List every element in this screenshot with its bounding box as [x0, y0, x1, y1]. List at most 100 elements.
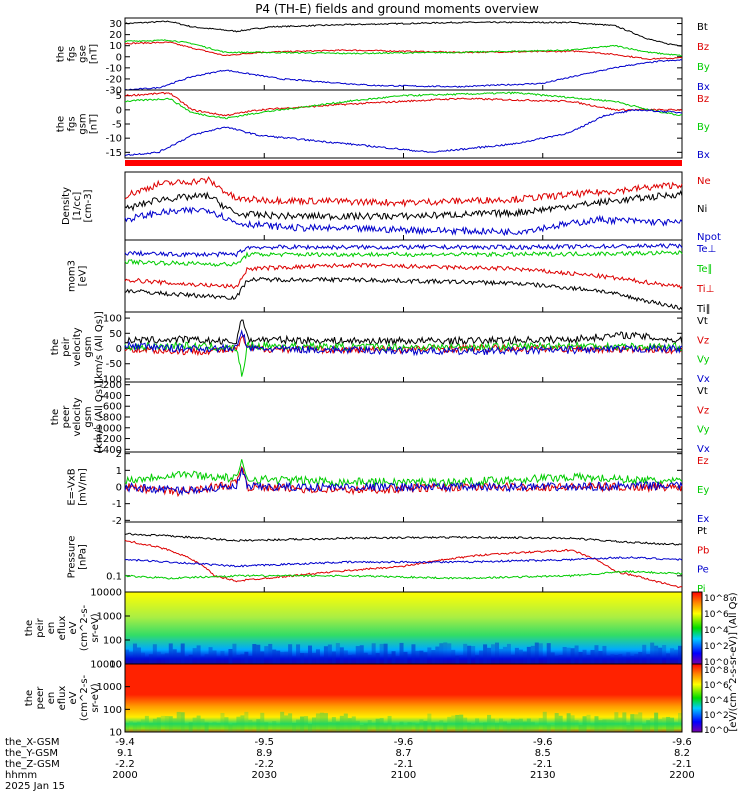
spectrogram-cell: [228, 648, 233, 664]
spectrogram-cell: [574, 720, 579, 732]
y-tick-label: 10000: [90, 660, 122, 671]
legend-entry: Ne: [697, 176, 711, 187]
x-axis-value: 9.1: [117, 748, 133, 759]
spectrogram-cell: [343, 713, 348, 732]
spectrogram-cell: [554, 655, 559, 664]
y-tick-label: -10: [106, 134, 122, 145]
spectrogram-cell: [355, 646, 360, 664]
series-line: [124, 459, 683, 488]
spectrogram-cell: [264, 722, 269, 732]
spectrogram-cell: [387, 715, 392, 732]
spectrogram-cell: [379, 643, 384, 664]
spectrogram-cell: [184, 656, 189, 664]
y-tick-label: -600: [99, 402, 122, 413]
spectrogram-cell: [304, 716, 309, 732]
spectrogram-cell: [244, 711, 249, 732]
spectrogram-cell: [455, 655, 460, 664]
spectrogram-cell: [578, 652, 583, 664]
spectrogram-cell: [288, 644, 293, 664]
legend-entry: Pi: [697, 584, 706, 595]
spectrogram-cell: [518, 649, 523, 664]
y-tick-label: -50: [106, 359, 122, 370]
spectrogram-cell: [292, 722, 297, 732]
spectrogram-cell: [495, 723, 500, 732]
legend-entry: Pb: [697, 545, 709, 556]
spectrogram-cell: [510, 654, 515, 664]
spectrogram-cell: [566, 647, 571, 664]
spectrogram-cell: [550, 652, 555, 664]
spectrogram-cell: [300, 716, 305, 732]
spectrogram-cell: [618, 654, 623, 664]
legend-entry: Ez: [697, 456, 709, 467]
spectrogram-cell: [196, 645, 201, 664]
series-line: [124, 556, 683, 568]
legend-entry: By: [697, 62, 710, 73]
series-line: [124, 243, 683, 258]
spectrogram-cell: [407, 722, 412, 732]
spectrogram-cell: [459, 714, 464, 732]
spectrogram-cell: [296, 644, 301, 664]
spectrogram-cell: [280, 711, 285, 732]
x-axis-value: 2100: [391, 770, 416, 781]
spectrogram-cell: [375, 718, 380, 732]
series-line: [124, 91, 683, 117]
y-tick-label: 100: [103, 314, 122, 325]
spectrogram-cell: [284, 715, 289, 732]
x-axis-value: -9.6: [394, 737, 414, 748]
spectrogram-cell: [355, 720, 360, 732]
spectrogram-cell: [546, 724, 551, 732]
panel-ylabel: thefgsgse[nT]: [56, 44, 100, 64]
spectrogram-cell: [534, 642, 539, 664]
spectrogram-cell: [240, 654, 245, 664]
spectrogram-cell: [224, 656, 229, 664]
y-tick-label: -1400: [93, 445, 122, 456]
spectrogram-cell: [339, 647, 344, 664]
spectrogram-cell: [140, 719, 145, 732]
legend-entry: Bz: [697, 42, 709, 53]
y-tick-label: -100: [99, 374, 122, 385]
legend-entry: Ey: [697, 485, 709, 496]
spectrogram-cell: [204, 722, 209, 732]
spectrogram-cell: [415, 650, 420, 664]
series-line: [124, 532, 683, 546]
colorbar: [691, 663, 703, 733]
spectrogram-cell: [176, 711, 181, 732]
spectrogram-cell: [327, 644, 332, 664]
spectrogram-cell: [288, 713, 293, 732]
spectrogram-cell: [491, 718, 496, 732]
spectrogram-cell: [216, 722, 221, 732]
spectrogram-cell: [164, 653, 169, 664]
colorbar-label: 10^6: [704, 610, 729, 620]
spectrogram-cell: [367, 654, 372, 664]
series-line: [124, 20, 683, 47]
spectrogram-cell: [156, 651, 161, 664]
spectrogram-cell: [359, 645, 364, 664]
y-tick-label: 20: [109, 30, 122, 41]
spectrogram-cell: [463, 717, 468, 732]
legend-entry: Npot: [697, 232, 721, 243]
legend-entry: Vz: [697, 335, 709, 346]
x-axis-value: -9.6: [533, 737, 553, 748]
spectrogram-cell: [252, 644, 257, 664]
spectrogram-cell: [172, 718, 177, 732]
y-tick-label: -1: [112, 499, 122, 510]
spectrogram-cell: [570, 715, 575, 732]
colorbar-title: [eV/(cm^2-s-sr-eV)] (All Qs): [728, 592, 739, 731]
legend-entry: Vt: [697, 316, 708, 327]
y-tick-label: -1200: [93, 434, 122, 445]
y-tick-label: 0: [116, 52, 122, 63]
spectrogram-cell: [224, 717, 229, 732]
y-tick-label: 100: [103, 705, 122, 716]
series-line: [124, 329, 683, 357]
spectrogram-cell: [335, 721, 340, 732]
spectrogram-cell: [431, 650, 436, 664]
spectrogram-cell: [272, 721, 277, 732]
spectrogram-cell: [590, 723, 595, 732]
spectrogram-cell: [487, 714, 492, 732]
spectrogram-cell: [634, 653, 639, 664]
spectrogram-cell: [168, 643, 173, 664]
spectrogram-cell: [526, 718, 531, 732]
colorbar-label: 10^6: [704, 681, 729, 691]
spectrogram-cell: [363, 652, 368, 664]
spectrogram-cell: [240, 715, 245, 732]
